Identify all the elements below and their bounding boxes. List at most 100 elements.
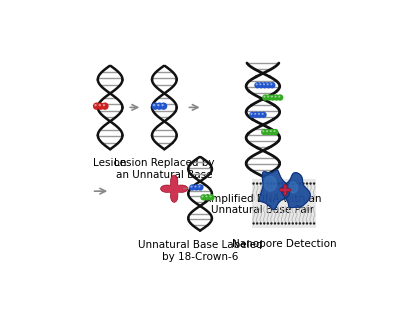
Circle shape [284,222,287,225]
Circle shape [281,222,283,225]
Circle shape [278,96,280,98]
Circle shape [252,182,255,185]
Circle shape [202,196,204,197]
Circle shape [190,186,192,188]
Polygon shape [281,173,310,208]
Polygon shape [264,176,276,191]
Circle shape [260,222,262,225]
Circle shape [268,129,275,135]
Circle shape [272,129,278,135]
Circle shape [256,83,258,85]
Circle shape [313,182,315,185]
Circle shape [288,182,290,185]
Circle shape [94,104,97,106]
Circle shape [265,82,272,88]
Circle shape [103,104,105,106]
Circle shape [299,182,301,185]
Circle shape [266,94,272,101]
Circle shape [266,222,269,225]
Circle shape [306,182,308,185]
Circle shape [210,196,212,197]
Circle shape [93,102,100,110]
Circle shape [299,222,301,225]
Circle shape [264,96,266,98]
Circle shape [204,194,211,201]
Text: Amplified DNA with an
Unnatural Base Pair: Amplified DNA with an Unnatural Base Pai… [204,194,322,215]
Circle shape [157,104,160,106]
Circle shape [306,222,308,225]
Circle shape [160,102,167,110]
Circle shape [260,112,267,118]
Circle shape [254,82,261,88]
Circle shape [259,83,261,85]
Circle shape [265,129,271,135]
Circle shape [254,113,256,115]
Circle shape [274,182,276,185]
Circle shape [270,222,273,225]
Circle shape [269,82,276,88]
Text: Lesion Replaced by
an Unnatural Base: Lesion Replaced by an Unnatural Base [114,158,214,180]
Circle shape [267,83,269,85]
Circle shape [258,113,260,115]
Circle shape [258,82,264,88]
Circle shape [249,112,256,118]
Circle shape [152,102,159,110]
Circle shape [266,182,269,185]
Circle shape [161,104,164,106]
Polygon shape [161,175,188,202]
Circle shape [189,184,196,191]
Circle shape [288,222,290,225]
Circle shape [200,194,207,201]
Circle shape [206,196,208,197]
Circle shape [262,94,268,101]
Circle shape [257,112,263,118]
Circle shape [98,104,101,106]
Circle shape [250,113,252,115]
Circle shape [193,184,200,191]
Circle shape [253,112,259,118]
Circle shape [208,194,215,201]
Circle shape [277,94,283,101]
Circle shape [256,222,258,225]
Circle shape [198,186,200,188]
Circle shape [270,182,273,185]
Text: Unnatural Base Labeled
by 18-Crown-6: Unnatural Base Labeled by 18-Crown-6 [138,240,262,262]
Circle shape [153,104,155,106]
Circle shape [281,182,283,185]
Circle shape [313,222,315,225]
Polygon shape [260,170,290,210]
Circle shape [270,83,272,85]
Circle shape [256,182,258,185]
Circle shape [270,130,272,132]
Bar [252,179,316,228]
Circle shape [309,222,312,225]
Circle shape [273,94,280,101]
Circle shape [274,130,276,132]
Text: Nanopore Detection: Nanopore Detection [232,239,336,249]
Circle shape [302,222,305,225]
Circle shape [101,102,109,110]
Circle shape [156,102,163,110]
Circle shape [263,182,266,185]
Circle shape [292,222,294,225]
Polygon shape [289,182,298,193]
Circle shape [252,222,255,225]
Circle shape [261,129,268,135]
Circle shape [277,182,280,185]
Circle shape [292,182,294,185]
Polygon shape [279,184,291,196]
Circle shape [302,182,305,185]
Circle shape [260,182,262,185]
Circle shape [274,222,276,225]
Circle shape [263,83,265,85]
Circle shape [263,222,266,225]
Circle shape [271,96,273,98]
Circle shape [309,182,312,185]
Circle shape [97,102,104,110]
Circle shape [266,130,268,132]
Circle shape [262,82,268,88]
Circle shape [267,96,269,98]
Circle shape [194,186,196,188]
Circle shape [197,184,204,191]
Circle shape [295,222,298,225]
